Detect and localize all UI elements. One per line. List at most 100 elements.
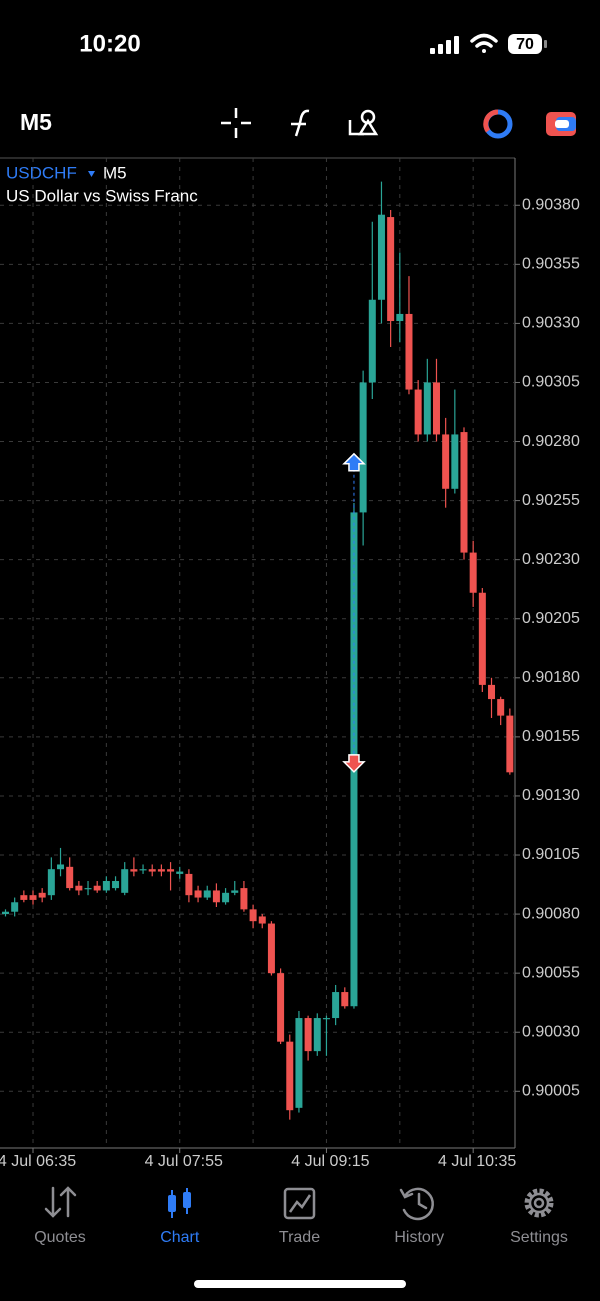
- candle-body: [286, 1041, 294, 1111]
- candle-body: [222, 892, 230, 903]
- candle-body: [157, 869, 165, 872]
- candle-body: [387, 217, 395, 322]
- candle-body: [29, 895, 37, 900]
- x-tick-label: 4 Jul 10:35: [438, 1153, 516, 1170]
- y-tick-label: 0.90080: [522, 905, 580, 922]
- y-tick-label: 0.90105: [522, 846, 580, 863]
- x-tick-label: 4 Jul 09:15: [291, 1153, 369, 1170]
- tab-label[interactable]: History: [394, 1229, 444, 1246]
- candle-body: [377, 214, 385, 300]
- wifi-icon: [470, 33, 498, 53]
- tab-label[interactable]: Chart: [160, 1229, 200, 1246]
- history-icon[interactable]: [399, 1187, 434, 1221]
- candle-body: [112, 881, 120, 889]
- chart-timeframe: M5: [103, 163, 127, 182]
- symbol-dropdown[interactable]: [88, 171, 95, 177]
- x-tick-label: 4 Jul 06:35: [0, 1153, 76, 1170]
- objects-button[interactable]: [348, 109, 379, 136]
- candle-body: [313, 1018, 321, 1052]
- home-indicator: [194, 1280, 406, 1288]
- indicators-button[interactable]: [291, 109, 310, 137]
- tab-label[interactable]: Trade: [279, 1229, 320, 1246]
- chart-icon[interactable]: [168, 1188, 191, 1218]
- candle-body: [249, 909, 257, 922]
- candle-body: [194, 890, 202, 898]
- candle-body: [11, 902, 19, 912]
- y-tick-label: 0.90230: [522, 551, 580, 568]
- candle-body: [478, 592, 486, 685]
- battery-icon: [508, 34, 542, 54]
- candle-body: [460, 432, 468, 553]
- candle-body: [295, 1018, 303, 1108]
- candle-body: [231, 890, 239, 893]
- candle-body: [167, 869, 175, 872]
- candle-body: [240, 888, 248, 910]
- tab-label[interactable]: Quotes: [34, 1229, 86, 1246]
- candle-body: [451, 434, 459, 489]
- x-tick-label: 4 Jul 07:55: [145, 1153, 223, 1170]
- candle-body: [322, 1018, 330, 1020]
- candle-body: [20, 895, 28, 900]
- settings-icon[interactable]: [524, 1188, 554, 1218]
- candle-body: [57, 864, 65, 870]
- candle-body: [432, 382, 440, 435]
- candle-body: [341, 992, 349, 1007]
- account-button[interactable]: [483, 109, 513, 139]
- candle-body: [469, 552, 477, 593]
- candle-body: [75, 885, 83, 891]
- candle-body: [66, 866, 74, 889]
- candle-body: [304, 1018, 312, 1052]
- candle-body: [148, 869, 156, 872]
- candle-body: [359, 382, 367, 513]
- tab-label[interactable]: Settings: [510, 1229, 568, 1246]
- candle-body: [258, 916, 266, 924]
- candle-body: [38, 892, 46, 898]
- candle-body: [139, 869, 147, 871]
- y-tick-label: 0.90005: [522, 1083, 580, 1100]
- candle-body: [488, 684, 496, 700]
- candle-body: [414, 389, 422, 435]
- trade-icon[interactable]: [283, 1187, 316, 1220]
- status-time: 10:20: [79, 30, 140, 57]
- candle-body: [405, 313, 413, 390]
- battery-tip: [544, 40, 547, 48]
- candle-body: [212, 890, 220, 903]
- quotes-icon[interactable]: [44, 1186, 77, 1218]
- y-tick-label: 0.90355: [522, 256, 580, 273]
- y-tick-label: 0.90180: [522, 669, 580, 686]
- buy-marker: [342, 452, 366, 472]
- y-tick-label: 0.90030: [522, 1023, 580, 1040]
- sell-marker: [342, 754, 366, 773]
- candle-body: [332, 992, 340, 1019]
- candle-body: [121, 869, 129, 893]
- timeframe-button[interactable]: M5: [20, 109, 52, 135]
- y-tick-label: 0.90155: [522, 728, 580, 745]
- candle-body: [267, 923, 275, 974]
- candle-body: [423, 382, 431, 435]
- y-tick-label: 0.90205: [522, 610, 580, 627]
- y-tick-label: 0.90055: [522, 964, 580, 981]
- candle-body: [93, 885, 101, 891]
- candle-body: [277, 973, 285, 1042]
- candle-body: [396, 313, 404, 322]
- candle-body: [368, 299, 376, 383]
- crosshair-button[interactable]: [221, 108, 251, 138]
- trade-button[interactable]: [546, 112, 576, 136]
- candle-body: [185, 873, 193, 896]
- battery-level: 70: [516, 36, 534, 53]
- candle-body: [506, 715, 514, 773]
- chart-subtitle: US Dollar vs Swiss Franc: [6, 186, 198, 205]
- candle-body: [130, 869, 138, 872]
- candle-body: [2, 911, 9, 915]
- y-tick-label: 0.90330: [522, 315, 580, 332]
- candle-body: [203, 890, 211, 898]
- signal-icon: [430, 36, 459, 54]
- y-tick-label: 0.90305: [522, 374, 580, 391]
- y-tick-label: 0.90280: [522, 433, 580, 450]
- chart-symbol[interactable]: USDCHF: [6, 163, 77, 182]
- y-tick-label: 0.90380: [522, 196, 580, 213]
- y-tick-label: 0.90255: [522, 492, 580, 509]
- candle-body: [47, 869, 55, 896]
- candle-body: [176, 871, 184, 874]
